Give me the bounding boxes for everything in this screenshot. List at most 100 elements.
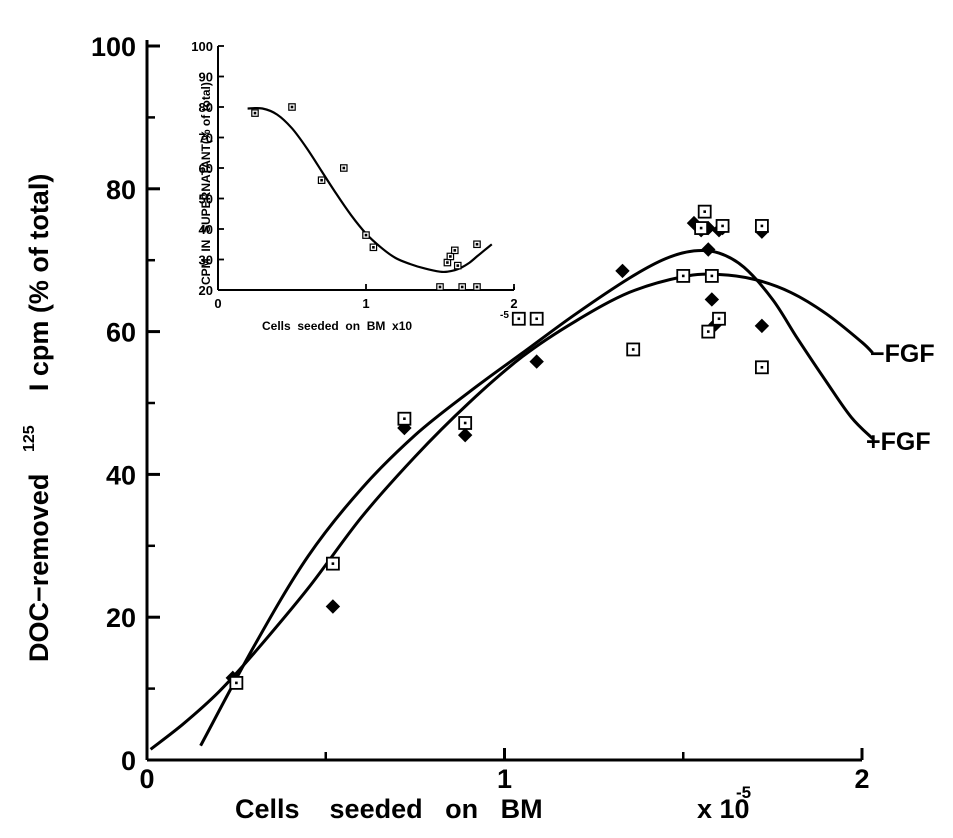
inset-series-0-point-10-dot (456, 264, 460, 267)
inset-series-0-point-1-dot (290, 105, 294, 109)
main-x-tick-label-1: 1 (497, 764, 512, 794)
minus-fgf-point-12-dot (717, 317, 721, 321)
inset-x-tick-label-0: 0 (214, 296, 221, 311)
inset-y-tick-label-8: 100 (191, 39, 213, 54)
minus-fgf-point-15-dot (760, 224, 764, 228)
minus-fgf-point-6-dot (631, 348, 635, 351)
minus-fgf-point-13 (715, 219, 730, 233)
minus-fgf-point-10 (701, 324, 716, 339)
main-curves (149, 248, 874, 751)
inset-series-0-point-7 (443, 258, 452, 267)
inset-series-0-point-11 (458, 283, 467, 291)
inset-series-0-point-4-dot (364, 233, 368, 237)
minus-fgf-point-11 (704, 269, 719, 283)
inset-series-0-point-10 (453, 261, 462, 270)
main-y-tick-label-3: 60 (106, 318, 136, 348)
inset-series-0-point-13-dot (475, 285, 479, 289)
inset-x-tick-label-2: 2 (510, 296, 517, 311)
inset-x-tick-label-1: 1 (362, 296, 369, 311)
main-y-tick-label-5: 100 (91, 32, 136, 62)
inset-y-axis-label: CPM IN SUPERNATANT(% of total) (199, 82, 213, 285)
inset-series-0-point-3-dot (342, 166, 346, 170)
inset-y-tick-label-5: 70 (199, 131, 213, 146)
main-y-tick-label-2: 40 (106, 460, 136, 490)
minus-fgf-point-12 (712, 311, 726, 326)
inset-series-0-point-2-dot (320, 178, 323, 182)
plus-fgf-point-1 (325, 599, 341, 614)
minus-fgf-point-4 (511, 311, 526, 326)
minus-fgf-point-1 (325, 556, 340, 571)
minus-fgf-point-14 (755, 360, 769, 375)
inset-curves (247, 106, 493, 274)
plus-fgf-point-3 (457, 427, 473, 443)
main-x-tick-label-2: 2 (854, 764, 869, 794)
plus-fgf-point-9 (701, 242, 716, 257)
inset-series-0-point-0 (251, 109, 259, 117)
minus-fgf-point-0 (229, 675, 244, 690)
main-points (225, 204, 770, 690)
inset-series-0-point-4 (362, 231, 370, 239)
inset-y-tick-label-6: 80 (199, 100, 213, 115)
minus-fgf-point-11-dot (710, 274, 714, 278)
minus-fgf-point-7 (676, 269, 691, 283)
inset-series-0-point-8-dot (449, 255, 452, 258)
minus-fgf-point-3 (458, 416, 473, 430)
plus-fgf-point-14 (754, 318, 770, 334)
minus-fgf-point-15 (755, 219, 769, 233)
inset-series-0-point-5 (369, 243, 378, 252)
inset-y-tick-label-7: 90 (199, 70, 213, 85)
inset-series-0-point-1 (288, 103, 296, 111)
curve-label-minus-fgf: −FGF (870, 340, 935, 368)
inset-series-0-point-8 (446, 252, 455, 261)
inset-series-0-point-12-dot (475, 242, 479, 246)
inset-series-0-point-13 (473, 283, 481, 291)
minus-fgf-point-4-dot (517, 317, 521, 321)
inset-y-tick-label-1: 30 (199, 253, 213, 268)
minus-fgf-point-3-dot (463, 421, 467, 425)
inset-ticks: 20 30 40 50 60 70 80 90 100 0 1 2 (191, 39, 517, 311)
plus-fgf-point-5 (615, 263, 630, 279)
minus-fgf-point-10-dot (706, 330, 710, 333)
inset-y-tick-label-4: 60 (199, 161, 213, 176)
inset-series-0-point-2 (317, 176, 326, 185)
inset-x-axis-label: Cells seeded on BM x10 (262, 319, 412, 333)
main-x-axis-exponent: -5 (736, 783, 751, 802)
main-curve-plus-fgf (199, 248, 874, 747)
main-y-axis-label: DOC−removed I cpm (% of total) (24, 174, 54, 662)
minus-fgf-point-14-dot (760, 366, 764, 369)
minus-fgf-point-9 (697, 204, 712, 219)
plus-fgf-point-4 (529, 354, 544, 369)
curve-label-plus-fgf: +FGF (866, 428, 931, 456)
inset-series-0-point-9-dot (453, 249, 457, 252)
inset-series-0-point-7-dot (446, 261, 449, 264)
minus-fgf-point-2-dot (403, 417, 406, 421)
inset-y-tick-label-2: 40 (199, 222, 213, 237)
minus-fgf-point-2 (397, 411, 412, 426)
inset-y-tick-label-0: 20 (199, 283, 213, 298)
minus-fgf-point-6 (626, 342, 641, 357)
inset-points (251, 103, 481, 291)
inset-series-0-point-3 (340, 164, 348, 172)
main-x-axis-exponent-base: x 10 (697, 794, 750, 824)
main-y-tick-label-1: 20 (106, 603, 136, 633)
main-curve-minus-fgf (149, 272, 874, 751)
inset-y-tick-label-3: 50 (199, 192, 213, 207)
main-y-tick-label-0: 0 (121, 746, 136, 776)
inset-chart: 20 30 40 50 60 70 80 90 100 0 1 2 Cells seeded on B… (191, 39, 517, 333)
minus-fgf-point-1-dot (331, 562, 335, 565)
minus-fgf-point-8-dot (699, 226, 703, 230)
minus-fgf-point-7-dot (681, 274, 685, 278)
inset-series-0-point-6-dot (438, 285, 442, 289)
inset-series-0-point-9 (451, 246, 459, 255)
minus-fgf-point-13-dot (721, 224, 724, 228)
inset-series-0-point-0-dot (253, 111, 257, 115)
inset-series-0-point-11-dot (460, 285, 464, 289)
inset-curve-0 (247, 106, 493, 274)
main-y-tick-label-4: 80 (106, 175, 136, 205)
minus-fgf-point-8 (694, 221, 709, 235)
main-x-tick-label-0: 0 (139, 764, 154, 794)
main-y-axis-label-superscript: 125 (21, 425, 38, 452)
